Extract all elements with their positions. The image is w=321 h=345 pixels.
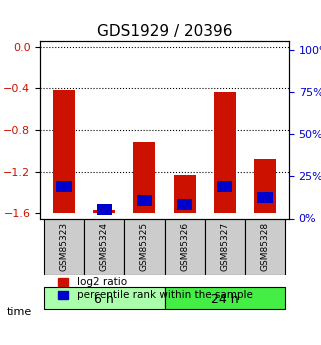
FancyBboxPatch shape [125, 218, 165, 275]
Bar [56, 181, 72, 192]
FancyBboxPatch shape [44, 286, 165, 309]
Title: GDS1929 / 20396: GDS1929 / 20396 [97, 24, 232, 39]
Text: 6 h: 6 h [94, 293, 114, 306]
Legend: log2 ratio, percentile rank within the sample: log2 ratio, percentile rank within the s… [58, 277, 252, 300]
Text: GSM85327: GSM85327 [220, 222, 229, 272]
FancyBboxPatch shape [44, 218, 84, 275]
Text: GSM85324: GSM85324 [100, 222, 109, 271]
Bar [177, 199, 192, 210]
Text: 24 h: 24 h [211, 293, 239, 306]
Bar [257, 192, 273, 203]
FancyBboxPatch shape [205, 218, 245, 275]
FancyBboxPatch shape [84, 218, 125, 275]
Bar [217, 181, 232, 192]
Text: GSM85323: GSM85323 [60, 222, 69, 272]
Text: GSM85326: GSM85326 [180, 222, 189, 272]
Text: GSM85328: GSM85328 [260, 222, 269, 272]
FancyBboxPatch shape [245, 218, 285, 275]
Bar [214, 92, 236, 213]
Text: GSM85325: GSM85325 [140, 222, 149, 272]
Bar [174, 175, 195, 213]
FancyBboxPatch shape [165, 218, 205, 275]
Bar [254, 159, 276, 213]
Bar [134, 142, 155, 213]
Bar [97, 204, 112, 215]
Bar [93, 210, 115, 213]
FancyBboxPatch shape [165, 286, 285, 309]
Text: time: time [6, 307, 32, 317]
Bar [53, 90, 75, 213]
Bar [137, 196, 152, 206]
